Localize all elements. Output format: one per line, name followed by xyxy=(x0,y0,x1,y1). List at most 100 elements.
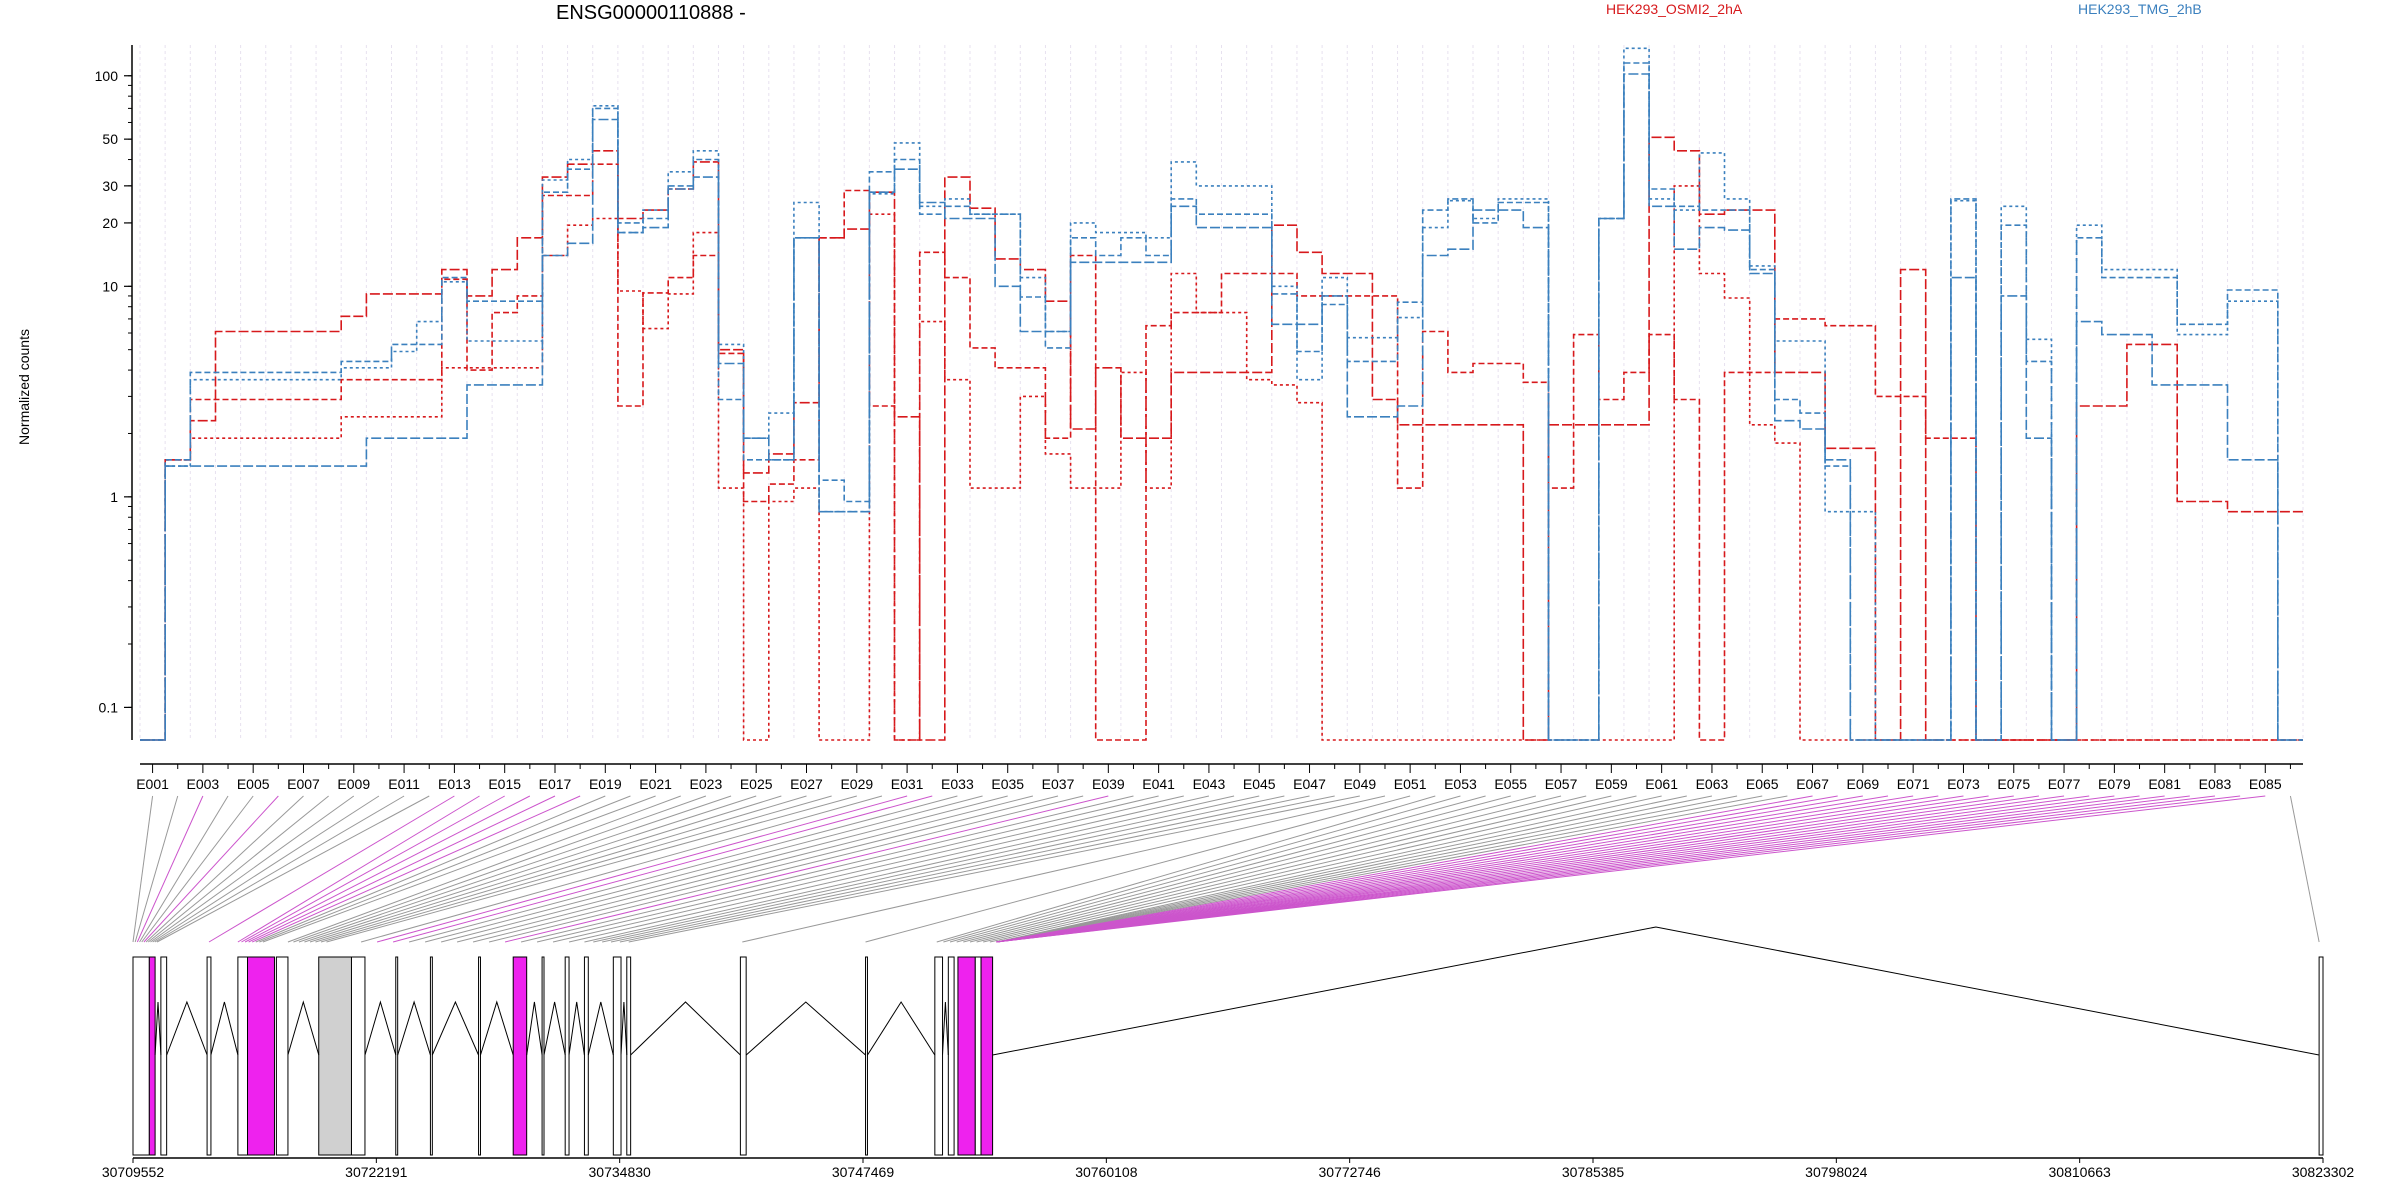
exon-box xyxy=(957,956,976,1156)
exon-label: E029 xyxy=(840,776,873,792)
exon-label: E075 xyxy=(1997,776,2030,792)
exon-box xyxy=(739,956,747,1156)
series-line-2 xyxy=(140,163,2303,741)
exon-connector xyxy=(156,795,430,943)
exon-connector xyxy=(969,795,1562,943)
exon-box xyxy=(160,956,168,1156)
exon-connector xyxy=(408,795,958,943)
exon-connector xyxy=(145,795,304,943)
exon-label: E031 xyxy=(891,776,924,792)
exon-connector xyxy=(376,795,908,943)
exon-connector xyxy=(996,795,1939,943)
legend-entry-osmi2: HEK293_OSMI2_2hA xyxy=(1606,1,1743,17)
exon-connector xyxy=(996,795,2090,943)
exon-box xyxy=(395,956,399,1156)
exon-connector xyxy=(141,795,254,943)
exon-label: E035 xyxy=(991,776,1024,792)
y-tick-label: 0.1 xyxy=(99,699,119,715)
exon-connector xyxy=(262,795,656,943)
exon-connector xyxy=(996,795,1738,943)
exon-box xyxy=(148,956,156,1156)
exon-label: E033 xyxy=(941,776,974,792)
exon-connector xyxy=(996,795,2115,943)
y-tick-label: 1 xyxy=(110,489,118,505)
exon-label: E053 xyxy=(1444,776,1477,792)
exon-connector xyxy=(996,795,1813,943)
exon-label: E071 xyxy=(1897,776,1930,792)
exon-connector xyxy=(237,795,480,943)
exon-connector xyxy=(244,795,531,943)
exon-label: E025 xyxy=(740,776,773,792)
exon-box xyxy=(275,956,289,1156)
exon-box xyxy=(974,956,982,1156)
exon-box xyxy=(865,956,868,1156)
exon-label: E059 xyxy=(1595,776,1628,792)
exon-connector xyxy=(996,795,1788,943)
genomic-tick-label: 30823302 xyxy=(2292,1164,2355,1180)
exon-connector xyxy=(440,795,1008,943)
exon-label: E037 xyxy=(1042,776,1075,792)
exon-connector xyxy=(996,795,1989,943)
exon-label: E027 xyxy=(790,776,823,792)
series-line-4 xyxy=(140,73,2303,741)
exon-connector xyxy=(996,795,1687,943)
exon-connector xyxy=(983,795,1612,943)
exon-connector xyxy=(147,795,329,943)
exon-connector xyxy=(956,795,1511,943)
exon-box xyxy=(206,956,212,1156)
exon-connector xyxy=(996,795,1838,943)
exon-connector xyxy=(628,795,1360,943)
exon-connector xyxy=(326,795,857,943)
exon-label: E065 xyxy=(1746,776,1779,792)
exon-label: E041 xyxy=(1142,776,1175,792)
chart-title: ENSG00000110888 - xyxy=(556,2,746,24)
exon-connector xyxy=(963,795,1537,943)
exon-label: E007 xyxy=(287,776,320,792)
genomic-tick-label: 30709552 xyxy=(102,1164,165,1180)
intron-lines xyxy=(154,926,2320,1056)
exon-connector xyxy=(865,795,1411,943)
exon-connector xyxy=(602,795,1285,943)
exon-label: E039 xyxy=(1092,776,1125,792)
exon-connector xyxy=(936,795,1436,943)
exon-label: E001 xyxy=(136,776,169,792)
exon-box xyxy=(247,956,275,1156)
exon-connector xyxy=(989,795,1637,943)
exon-connector xyxy=(996,795,2039,943)
exon-label: E079 xyxy=(2098,776,2131,792)
exon-connector xyxy=(610,795,1310,943)
exon-label: E061 xyxy=(1645,776,1678,792)
exon-connector xyxy=(143,795,279,943)
exon-label: E005 xyxy=(237,776,270,792)
exon-label: E049 xyxy=(1343,776,1376,792)
exon-label: E073 xyxy=(1947,776,1980,792)
exon-label: E077 xyxy=(2048,776,2081,792)
exon-box xyxy=(2318,956,2324,1156)
exon-box xyxy=(350,956,366,1156)
exon-connector xyxy=(360,795,883,943)
exon-connector xyxy=(136,795,204,943)
exon-connector xyxy=(996,795,2014,943)
y-tick-label: 10 xyxy=(102,278,118,294)
exon-label: E081 xyxy=(2148,776,2181,792)
exon-connector xyxy=(488,795,1084,943)
exon-label: E023 xyxy=(690,776,723,792)
exon-box xyxy=(626,956,632,1156)
exon-connector xyxy=(424,795,983,943)
genomic-tick-label: 30785385 xyxy=(1562,1164,1625,1180)
exon-connector xyxy=(996,795,1964,943)
exon-connector xyxy=(304,795,757,943)
exon-connector xyxy=(255,795,606,943)
exon-connector xyxy=(552,795,1184,943)
exon-box xyxy=(612,956,622,1156)
exon-box xyxy=(237,956,249,1156)
exon-connector xyxy=(154,795,405,943)
exon-box xyxy=(934,956,944,1156)
exon-connector xyxy=(996,795,1914,943)
exon-connector xyxy=(504,795,1109,943)
exon-label: E055 xyxy=(1494,776,1527,792)
exon-connector xyxy=(456,795,1033,943)
exon-connector xyxy=(259,795,631,943)
y-tick-label: 100 xyxy=(95,68,119,84)
exon-label: E011 xyxy=(388,776,420,792)
